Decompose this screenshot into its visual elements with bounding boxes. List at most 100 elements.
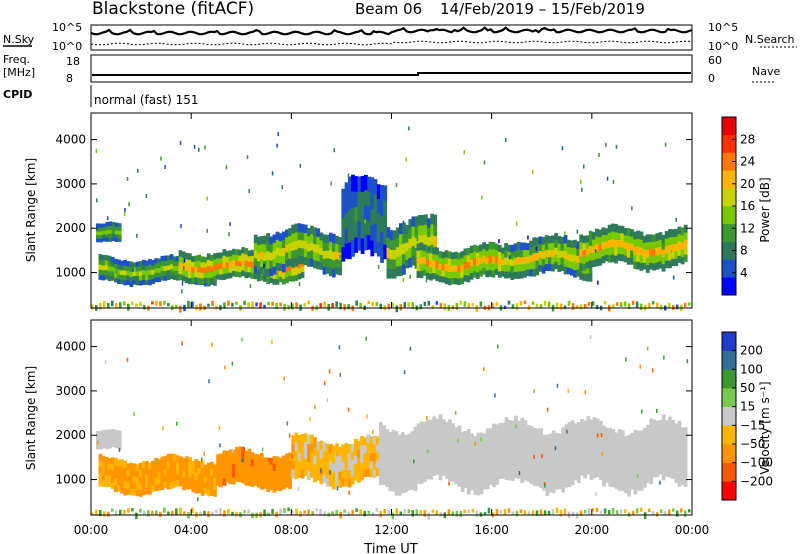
- heatmap-cell: [154, 477, 158, 485]
- heatmap-cell: [558, 466, 562, 479]
- heatmap-cell: [184, 264, 189, 272]
- heatmap-cell: [382, 472, 386, 485]
- heatmap-cell: [655, 420, 660, 433]
- heatmap-cell: [674, 243, 679, 252]
- heatmap-cell: [375, 467, 380, 477]
- heatmap-cell: [225, 250, 230, 257]
- heatmap-cell: [566, 267, 571, 275]
- heatmap-cell: [382, 437, 386, 450]
- heatmap-cell: [649, 248, 653, 256]
- heatmap-cell: [467, 442, 471, 456]
- heatmap-cell: [216, 466, 220, 474]
- heatmap-cell: [541, 251, 546, 260]
- heatmap-cell: [380, 216, 384, 232]
- heatmap-cell: [159, 511, 162, 517]
- heatmap-cell: [310, 225, 314, 235]
- heatmap-cell: [98, 259, 103, 265]
- heatmap-cell: [605, 471, 609, 483]
- colorbar-tick-label: 4: [740, 266, 748, 280]
- heatmap-cell: [495, 460, 499, 473]
- heatmap-cell: [166, 467, 171, 476]
- heatmap-cell: [555, 477, 559, 490]
- heatmap-cell: [454, 271, 458, 278]
- heatmap-cell: [172, 270, 177, 276]
- heatmap-cell: [213, 489, 217, 497]
- heatmap-cell: [194, 472, 199, 480]
- heatmap-cell: [285, 276, 289, 284]
- heatmap-cell: [463, 465, 468, 477]
- heatmap-cell: [126, 177, 129, 181]
- heatmap-cell: [263, 457, 267, 465]
- velocity-ylabel: Slant Range [km]: [24, 366, 38, 470]
- heatmap-cell: [375, 444, 380, 453]
- heatmap-cell: [441, 251, 446, 259]
- heatmap-cell: [275, 267, 280, 274]
- heatmap-cell: [123, 301, 126, 306]
- heatmap-cell: [630, 257, 634, 265]
- heatmap-cell: [241, 264, 245, 271]
- heatmap-cell: [114, 258, 118, 264]
- heatmap-cell: [649, 457, 653, 472]
- heatmap-cell: [472, 251, 477, 259]
- heatmap-cell: [120, 479, 124, 487]
- heatmap-cell: [281, 475, 286, 483]
- heatmap-cell: [210, 461, 214, 469]
- heatmap-cell: [322, 234, 327, 243]
- heatmap-cell: [181, 251, 186, 258]
- power-ylabel: Slant Range [km]: [24, 158, 38, 262]
- heatmap-cell: [238, 474, 242, 483]
- heatmap-cell: [411, 216, 416, 227]
- colorbar-swatch: [722, 152, 736, 171]
- heatmap-cell: [193, 144, 196, 149]
- heatmap-cell: [463, 442, 468, 455]
- heatmap-cell: [533, 427, 537, 440]
- heatmap-cell: [511, 456, 515, 469]
- heatmap-cell: [367, 220, 371, 236]
- heatmap-cell: [253, 460, 258, 467]
- heatmap-cell: [438, 257, 443, 264]
- heatmap-cell: [137, 168, 139, 173]
- heatmap-cell: [510, 272, 515, 280]
- heatmap-cell: [402, 278, 405, 282]
- heatmap-cell: [228, 266, 233, 273]
- heatmap-cell: [250, 459, 255, 467]
- heatmap-cell: [129, 266, 134, 272]
- heatmap-cell: [388, 467, 393, 480]
- heatmap-cell: [263, 469, 267, 477]
- heatmap-cell: [612, 179, 615, 184]
- heatmap-cell: [488, 255, 493, 263]
- heatmap-cell: [372, 452, 377, 462]
- heatmap-cell: [331, 303, 334, 308]
- heatmap-cell: [181, 275, 186, 282]
- heatmap-cell: [328, 249, 333, 259]
- heatmap-cell: [203, 272, 208, 278]
- heatmap-cell: [513, 271, 518, 279]
- heatmap-cell: [658, 239, 663, 248]
- heatmap-cell: [544, 263, 549, 271]
- heatmap-cell: [370, 224, 375, 241]
- heatmap-cell: [138, 476, 143, 484]
- heatmap-cell: [179, 468, 183, 475]
- heatmap-cell: [448, 419, 452, 432]
- heatmap-cell: [114, 226, 119, 231]
- heatmap-cell: [347, 444, 352, 454]
- heatmap-cell: [438, 414, 443, 428]
- heatmap-cell: [269, 464, 274, 472]
- heatmap-cell: [102, 223, 106, 228]
- heatmap-cell: [114, 464, 118, 472]
- heatmap-cell: [573, 434, 578, 447]
- heatmap-cell: [203, 267, 208, 273]
- heatmap-cell: [325, 460, 330, 470]
- heatmap-cell: [372, 469, 377, 479]
- heatmap-cell: [526, 243, 530, 251]
- heatmap-cell: [131, 301, 134, 305]
- heatmap-cell: [617, 239, 622, 247]
- heatmap-cell: [523, 263, 527, 271]
- heatmap-cell: [291, 452, 295, 462]
- heatmap-cell: [385, 440, 389, 453]
- heatmap-cell: [360, 471, 364, 481]
- heatmap-cell: [303, 467, 308, 476]
- heatmap-cell: [157, 477, 162, 485]
- heatmap-cell: [291, 469, 295, 478]
